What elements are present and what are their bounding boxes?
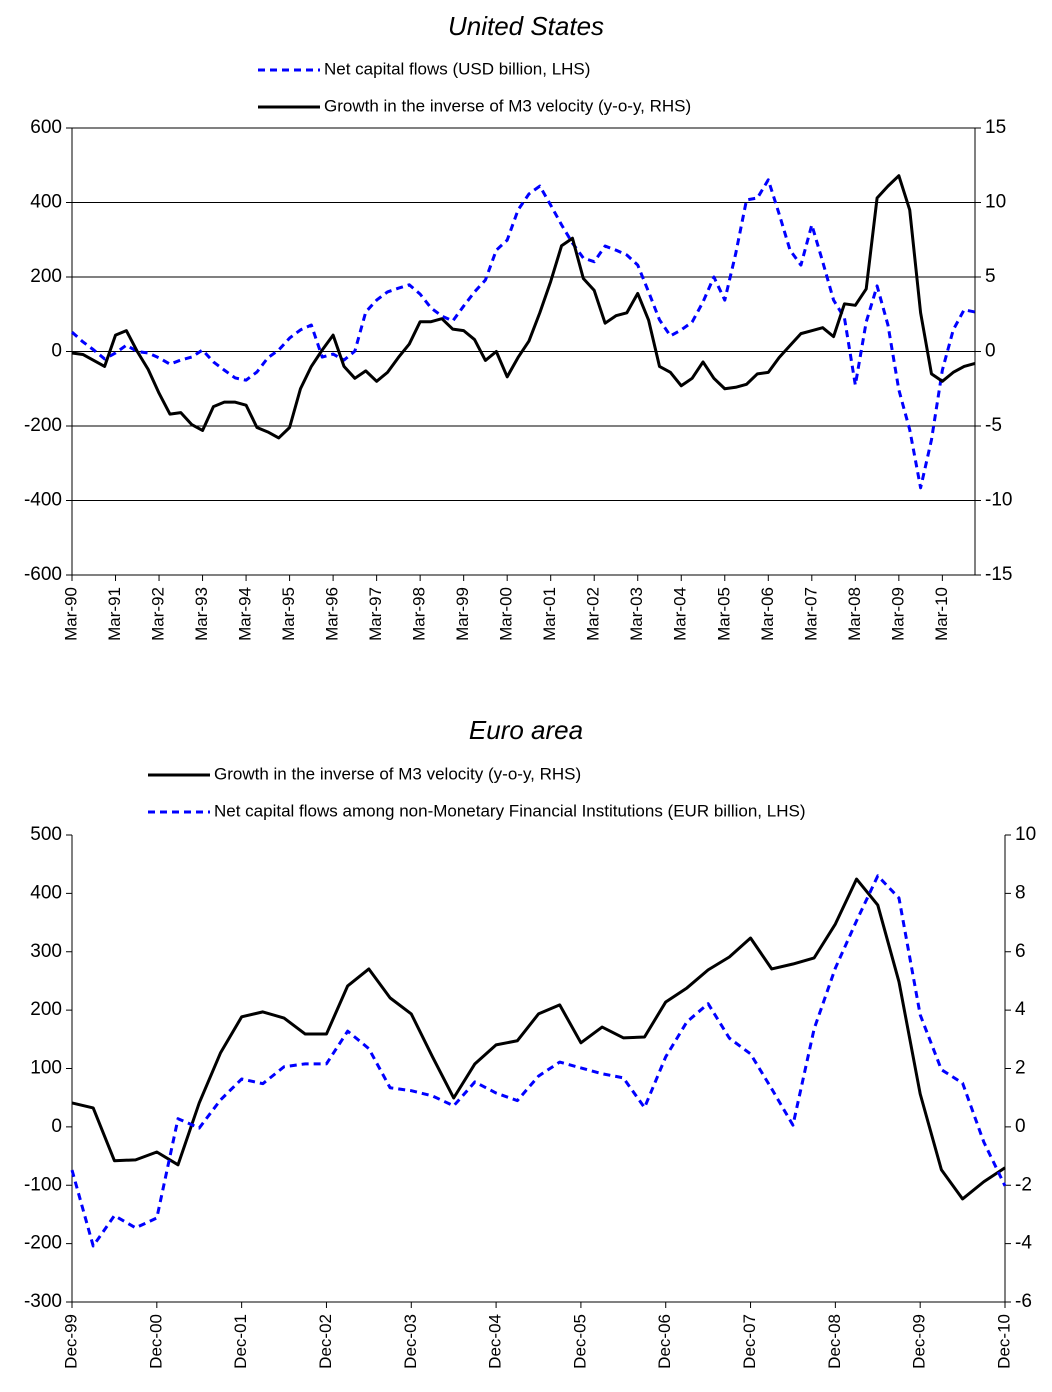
y2-tick-label: -15 [985, 564, 1012, 585]
series-line [70, 874, 1007, 1248]
y2-tick-label: 0 [1015, 1116, 1026, 1137]
x-tick-label: Mar-07 [801, 587, 820, 641]
x-tick-label: Dec-00 [146, 1314, 165, 1369]
y-tick-label: 100 [30, 1058, 62, 1079]
x-tick-label: Dec-05 [570, 1314, 589, 1369]
y-tick-label: 0 [51, 1116, 62, 1137]
y-tick-label: -100 [24, 1174, 62, 1195]
y2-tick-label: 5 [985, 266, 996, 287]
y2-tick-label: -4 [1015, 1233, 1032, 1254]
x-tick-label: Mar-98 [410, 587, 429, 641]
y-tick-label: 200 [30, 999, 62, 1020]
y-tick-label: 200 [30, 266, 62, 287]
series-line [71, 877, 1006, 1201]
series-line [71, 178, 976, 490]
x-tick-label: Mar-02 [584, 587, 603, 641]
y-tick-label: 0 [51, 341, 62, 362]
x-tick-label: Mar-92 [149, 587, 168, 641]
x-tick-label: Mar-04 [671, 587, 690, 641]
y2-tick-label: -2 [1015, 1174, 1032, 1195]
x-tick-label: Dec-09 [910, 1314, 929, 1369]
x-tick-label: Mar-01 [540, 587, 559, 641]
y2-tick-label: 8 [1015, 882, 1026, 903]
x-tick-label: Mar-96 [323, 587, 342, 641]
y-tick-label: 300 [30, 941, 62, 962]
legend-label: Growth in the inverse of M3 velocity (y-… [324, 96, 691, 115]
legend-label: Growth in the inverse of M3 velocity (y-… [214, 764, 581, 783]
y-tick-label: -300 [24, 1291, 62, 1312]
x-tick-label: Dec-04 [486, 1314, 505, 1369]
x-tick-label: Dec-08 [825, 1314, 844, 1369]
x-tick-label: Mar-00 [497, 587, 516, 641]
y2-tick-label: -6 [1015, 1291, 1032, 1312]
y-tick-label: -600 [24, 564, 62, 585]
y-tick-label: 600 [30, 117, 62, 138]
x-tick-label: Dec-07 [740, 1314, 759, 1369]
legend-label: Net capital flows (USD billion, LHS) [324, 59, 590, 78]
x-tick-label: Mar-99 [453, 587, 472, 641]
chart-title: Euro area [469, 715, 583, 745]
x-tick-label: Mar-97 [366, 587, 385, 641]
x-tick-label: Dec-10 [994, 1314, 1013, 1369]
y-tick-label: -200 [24, 1233, 62, 1254]
x-tick-label: Mar-08 [845, 587, 864, 641]
x-tick-label: Dec-03 [401, 1314, 420, 1369]
y2-tick-label: 2 [1015, 1058, 1026, 1079]
x-tick-label: Mar-90 [61, 587, 80, 641]
y2-tick-label: 6 [1015, 941, 1026, 962]
x-tick-label: Mar-93 [192, 587, 211, 641]
y2-tick-label: -10 [985, 490, 1012, 511]
x-tick-label: Dec-06 [655, 1314, 674, 1369]
y-tick-label: 500 [30, 824, 62, 845]
chart-title: United States [448, 11, 604, 41]
y-tick-label: 400 [30, 192, 62, 213]
y2-tick-label: 10 [985, 192, 1006, 213]
y-tick-label: -400 [24, 490, 62, 511]
x-tick-label: Mar-06 [758, 587, 777, 641]
legend-label: Net capital flows among non-Monetary Fin… [214, 801, 805, 820]
x-tick-label: Mar-10 [932, 587, 951, 641]
y2-tick-label: -5 [985, 415, 1002, 436]
x-tick-label: Dec-01 [231, 1314, 250, 1369]
x-tick-label: Dec-99 [61, 1314, 80, 1369]
y2-tick-label: 15 [985, 117, 1006, 138]
y-tick-label: 400 [30, 882, 62, 903]
x-tick-label: Mar-91 [105, 587, 124, 641]
y-tick-label: -200 [24, 415, 62, 436]
y2-tick-label: 4 [1015, 999, 1026, 1020]
x-tick-label: Mar-95 [279, 587, 298, 641]
x-tick-label: Mar-94 [236, 587, 255, 641]
x-tick-label: Mar-09 [888, 587, 907, 641]
x-tick-label: Dec-02 [316, 1314, 335, 1369]
y2-tick-label: 10 [1015, 824, 1036, 845]
y2-tick-label: 0 [985, 341, 996, 362]
series-line [71, 174, 976, 440]
x-tick-label: Mar-05 [714, 587, 733, 641]
x-tick-label: Mar-03 [627, 587, 646, 641]
